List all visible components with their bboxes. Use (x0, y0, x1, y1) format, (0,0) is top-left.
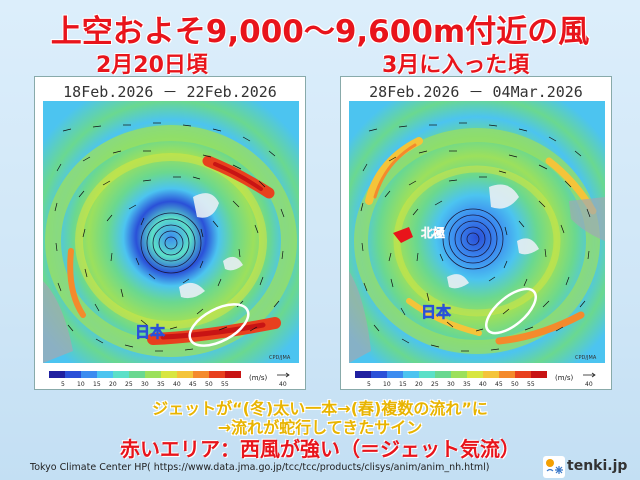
wind-map-left: 日本 CPD/JMA (43, 101, 299, 363)
tick: 55 (527, 381, 535, 388)
wind-map-panel-left: 18Feb.2026 － 22Feb.2026 (34, 76, 306, 390)
tick: 40 (173, 381, 181, 388)
date-range: 18Feb.2026 － 22Feb.2026 (63, 83, 277, 101)
tick: 10 (383, 381, 391, 388)
svg-text:CPD/JMA: CPD/JMA (269, 355, 291, 361)
colorbar-unit: (m/s) (249, 374, 268, 382)
tick: 30 (447, 381, 455, 388)
tenki-logo: tenki.jp (543, 456, 633, 478)
tick: 35 (157, 381, 165, 388)
wind-map-panel-right: 28Feb.2026 － 04Mar.2026 (340, 76, 612, 390)
label-japan: 日本 (135, 323, 165, 341)
arrow-scale-label: 40 (279, 381, 287, 388)
label-japan: 日本 (421, 303, 451, 321)
colorbar-ticks: 5 10 15 20 25 30 35 40 45 50 55 (61, 381, 229, 388)
panel-right-subtitle: 3月に入った頃 (382, 53, 530, 78)
caption-line-2: →流れが蛇行してきたサイン (217, 418, 423, 437)
panel-left-subtitle: 2月20日頃 (96, 53, 208, 78)
tick: 5 (61, 381, 65, 388)
label-north-pole: 北極 (421, 225, 445, 240)
svg-text:CPD/JMA: CPD/JMA (575, 355, 597, 361)
tick: 25 (431, 381, 439, 388)
tick: 15 (93, 381, 101, 388)
source-credit: Tokyo Climate Center HP( https://www.dat… (30, 462, 490, 473)
date-range: 28Feb.2026 － 04Mar.2026 (369, 83, 583, 101)
wind-map-right: 北極 日本 CPD/JMA (349, 101, 605, 363)
snowflake-sun-icon (543, 456, 565, 478)
tick: 25 (125, 381, 133, 388)
arrow-scale-label: 40 (585, 381, 593, 388)
tick: 55 (221, 381, 229, 388)
tick: 20 (109, 381, 117, 388)
tick: 10 (77, 381, 85, 388)
caption-line-1: ジェットが“(冬)太い一本→(春)複数の流れ”に (152, 399, 488, 418)
tick: 5 (367, 381, 371, 388)
colorbar-unit: (m/s) (555, 374, 574, 382)
caption-line-3: 赤いエリア：西風が強い（＝ジェット気流） (120, 437, 520, 461)
tick: 50 (511, 381, 519, 388)
logo-text: tenki.jp (567, 458, 628, 474)
tick: 45 (495, 381, 503, 388)
tick: 40 (479, 381, 487, 388)
tick: 35 (463, 381, 471, 388)
tick: 20 (415, 381, 423, 388)
tick: 30 (141, 381, 149, 388)
tick: 50 (205, 381, 213, 388)
tick: 15 (399, 381, 407, 388)
colorbar-swatches (355, 371, 547, 378)
colorbar-swatches (49, 371, 241, 378)
colorbar-left: 5 10 15 20 25 30 35 40 45 50 55 (m/s) 40 (49, 371, 290, 388)
page-title: 上空およそ9,000～9,600m付近の風 (50, 14, 590, 50)
colorbar-right: 5 10 15 20 25 30 35 40 45 50 55 (m/s) 40 (355, 371, 596, 388)
colorbar-ticks: 5 10 15 20 25 30 35 40 45 50 55 (367, 381, 535, 388)
tick: 45 (189, 381, 197, 388)
